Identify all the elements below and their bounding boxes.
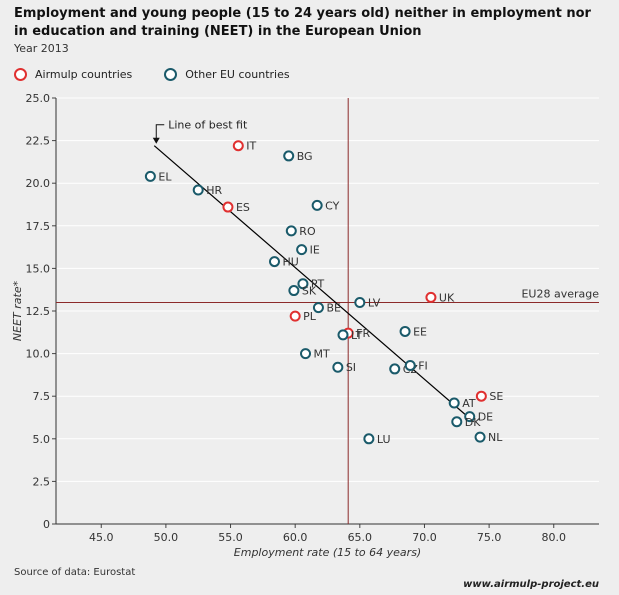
data-label-cy: CY <box>325 199 339 212</box>
data-point-other-si <box>332 361 344 373</box>
data-label-ro: RO <box>299 225 316 238</box>
x-axis-label: Employment rate (15 to 64 years) <box>234 546 421 559</box>
data-point-other-mt <box>300 348 312 360</box>
y-tick-label: 7.5 <box>33 390 51 403</box>
data-label-lt: LT <box>351 329 363 342</box>
x-tick-label: 75.0 <box>477 531 502 544</box>
y-tick-label: 25.0 <box>26 92 51 105</box>
legend-label-other: Other EU countries <box>185 67 290 81</box>
data-point-other-hr <box>192 184 204 196</box>
data-point-other-de <box>464 411 476 423</box>
reference-line-label: EU28 average <box>521 287 599 300</box>
data-point-other-hu <box>268 256 280 268</box>
x-tick-label: 80.0 <box>542 531 567 544</box>
data-point-other-bg <box>283 150 295 162</box>
data-point-other-lt <box>337 329 349 341</box>
data-label-hu: HU <box>282 256 298 269</box>
data-label-es: ES <box>236 201 250 214</box>
legend-item-other: Other EU countries <box>164 67 290 81</box>
y-tick-label: 2.5 <box>33 475 51 488</box>
data-point-other-cz <box>389 363 401 375</box>
data-label-nl: NL <box>488 431 503 444</box>
website-link[interactable]: www.airmulp-project.eu <box>463 579 599 590</box>
data-label-be: BE <box>326 302 341 315</box>
x-tick-label: 65.0 <box>348 531 373 544</box>
fit-line-arrowhead <box>152 137 160 144</box>
data-label-hr: HR <box>206 184 222 197</box>
data-label-lv: LV <box>368 296 381 309</box>
y-axis-label: NEET rate* <box>11 280 24 341</box>
fit-line <box>153 145 474 423</box>
data-label-pt: PT <box>311 278 325 291</box>
data-point-other-el <box>144 170 156 182</box>
x-tick-label: 55.0 <box>218 531 243 544</box>
y-tick-label: 15.0 <box>26 262 51 275</box>
y-tick-label: 12.5 <box>26 305 51 318</box>
data-label-ee: EE <box>413 325 427 338</box>
data-label-pl: PL <box>303 310 317 323</box>
data-label-ie: IE <box>310 244 320 257</box>
legend-marker-airmulp <box>14 67 27 81</box>
fit-line-label: Line of best fit <box>168 119 248 132</box>
data-label-si: SI <box>346 361 356 374</box>
source-note: Source of data: Eurostat <box>14 567 136 578</box>
x-tick-label: 45.0 <box>89 531 114 544</box>
data-label-uk: UK <box>439 291 455 304</box>
data-point-other-ie <box>296 244 308 256</box>
data-label-bg: BG <box>297 150 313 163</box>
x-tick-label: 60.0 <box>283 531 308 544</box>
data-point-other-be <box>312 302 324 314</box>
y-tick-label: 10.0 <box>26 348 51 361</box>
x-tick-label: 70.0 <box>412 531 437 544</box>
data-label-de: DE <box>478 411 493 424</box>
legend-label-airmulp: Airmulp countries <box>35 67 133 81</box>
data-point-other-ee <box>399 325 411 337</box>
data-point-airmulp-se <box>475 390 487 402</box>
data-label-se: SE <box>489 390 503 403</box>
data-point-airmulp-es <box>222 201 234 213</box>
data-label-at: AT <box>462 397 476 410</box>
data-point-other-ro <box>285 225 297 237</box>
data-label-mt: MT <box>314 348 330 361</box>
data-point-other-dk <box>451 416 463 428</box>
fit-line-pointer <box>155 124 165 140</box>
legend-item-airmulp: Airmulp countries <box>14 67 133 81</box>
data-point-other-pt <box>297 278 309 290</box>
chart-subtitle: Year 2013 <box>14 42 69 55</box>
data-point-airmulp-pl <box>289 310 301 322</box>
data-point-airmulp-it <box>232 140 244 152</box>
data-label-sk: SK <box>302 285 317 298</box>
data-label-el: EL <box>158 170 172 183</box>
data-label-it: IT <box>246 140 256 153</box>
chart-title: Employment and young people (15 to 24 ye… <box>14 6 591 39</box>
data-point-other-cy <box>311 199 323 211</box>
data-label-fr: FR <box>356 327 370 340</box>
data-point-other-nl <box>474 431 486 443</box>
y-tick-label: 20.0 <box>26 177 51 190</box>
data-label-lu: LU <box>377 433 391 446</box>
x-tick-label: 50.0 <box>154 531 179 544</box>
y-tick-label: 0 <box>43 518 50 531</box>
data-point-other-lu <box>363 433 375 445</box>
legend-marker-other <box>164 67 178 81</box>
data-point-other-at <box>448 397 460 409</box>
y-tick-label: 17.5 <box>26 220 51 233</box>
scatter-chart: 0 2.5 5.0 7.5 10.0 12.5 15.0 17.5 20.0 22.5 25.0 45… <box>11 92 599 559</box>
data-point-other-lv <box>354 296 366 308</box>
data-point-other-fi <box>404 360 416 372</box>
y-tick-label: 22.5 <box>26 135 51 148</box>
data-label-dk: DK <box>465 416 481 429</box>
legend: Airmulp countries Other EU countries <box>14 66 322 82</box>
data-point-other-sk <box>288 285 300 297</box>
data-point-airmulp-uk <box>425 291 437 303</box>
data-label-fi: FI <box>418 360 428 373</box>
y-tick-label: 5.0 <box>33 433 51 446</box>
